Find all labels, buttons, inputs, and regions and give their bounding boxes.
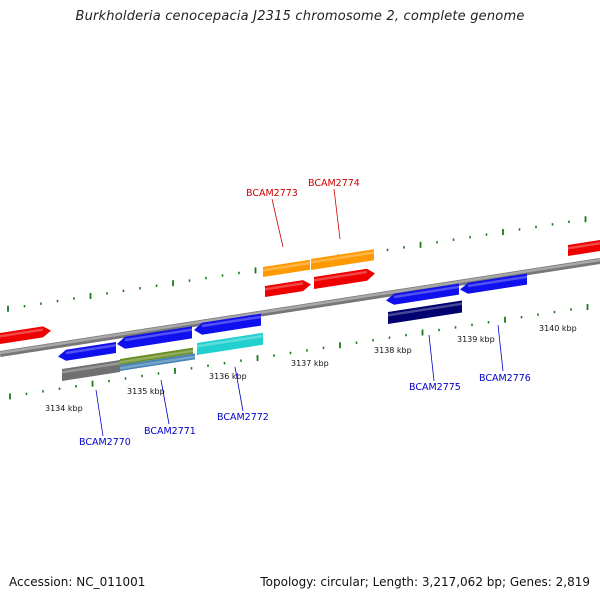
gene-feature-bcam2773-orange-highlight [263,261,310,272]
kbp-label: 3134 kbp [45,404,83,413]
kbp-label: 3138 kbp [374,346,412,355]
genome-backbone [0,258,600,357]
map-title: Burkholderia cenocepacia J2315 chromosom… [75,9,525,24]
callout-bcam2771 [160,379,170,425]
callout-bcam2776 [497,324,504,372]
callout-bcam2775 [428,334,435,382]
gene-feature-olive-highlight [120,349,193,364]
gene-feature-navy[interactable] [388,300,462,324]
topology-text: Topology: circular; Length: 3,217,062 bp… [260,575,590,589]
gene-feature-bcam2773-orange[interactable] [263,259,310,277]
gene-feature-bcam2774[interactable] [314,268,375,289]
gene-features [0,240,600,381]
gene-feature-bcam2776[interactable] [460,273,527,294]
gene-feature-red-right[interactable] [568,240,600,256]
gene-label-bcam2773[interactable]: BCAM2773 [246,188,298,199]
gene-feature-red-left-highlight [0,328,43,338]
gene-feature-bcam2771-highlight [125,328,192,342]
gene-feature-gray-highlight [62,362,120,374]
gene-feature-steelblue[interactable] [120,353,195,371]
gene-feature-red-left[interactable] [0,326,51,344]
callout-bcam2774 [333,188,341,240]
callout-lines [95,188,504,437]
callout-bcam2773 [271,198,284,248]
gene-feature-bcam2770-highlight [66,344,116,355]
kbp-label: 3139 kbp [457,335,495,344]
kbp-label: 3137 kbp [291,359,329,368]
kbp-label: 3135 kbp [127,387,165,396]
callout-bcam2770 [95,389,104,437]
gene-feature-gray[interactable] [62,360,120,381]
gene-label-bcam2771[interactable]: BCAM2771 [144,426,196,437]
gene-feature-bcam2773-highlight [265,282,303,291]
gene-feature-bcam2772[interactable] [194,313,261,335]
gene-label-bcam2772[interactable]: BCAM2772 [217,412,269,423]
gene-feature-steelblue-highlight [120,355,195,370]
callout-bcam2772 [234,366,244,412]
gene-feature-red-right-highlight [568,242,600,250]
gene-feature-bcam2774-highlight [314,270,367,282]
gene-feature-bcam2775[interactable] [386,283,459,305]
gene-feature-bcam2776-highlight [468,275,527,288]
gene-label-bcam2776[interactable]: BCAM2776 [479,373,531,384]
gene-feature-olive[interactable] [120,347,193,365]
gene-label-bcam2774[interactable]: BCAM2774 [308,178,360,189]
gene-feature-bcam2774-orange-highlight [311,251,374,264]
gene-feature-cyan-highlight [197,334,263,348]
gene-feature-bcam2774-orange[interactable] [311,249,374,270]
kbp-labels: 3134 kbp 3135 kbp 3136 kbp 3137 kbp 3138… [45,324,577,413]
gene-label-bcam2775[interactable]: BCAM2775 [409,382,461,393]
gene-feature-bcam2770[interactable] [58,342,116,361]
gene-feature-bcam2775-highlight [394,285,459,299]
gene-feature-bcam2773[interactable] [265,280,311,297]
gene-feature-bcam2771[interactable] [117,326,192,349]
gene-label-bcam2770[interactable]: BCAM2770 [79,437,131,448]
kbp-label: 3140 kbp [539,324,577,333]
kbp-label: 3136 kbp [209,372,247,381]
gene-feature-bcam2772-highlight [202,315,261,328]
gene-feature-navy-highlight [388,302,462,317]
accession-text: Accession: NC_011001 [9,575,146,589]
gene-labels: BCAM2773 BCAM2774 BCAM2770 BCAM2771 BCAM… [79,178,531,448]
gene-feature-cyan[interactable] [197,332,263,355]
